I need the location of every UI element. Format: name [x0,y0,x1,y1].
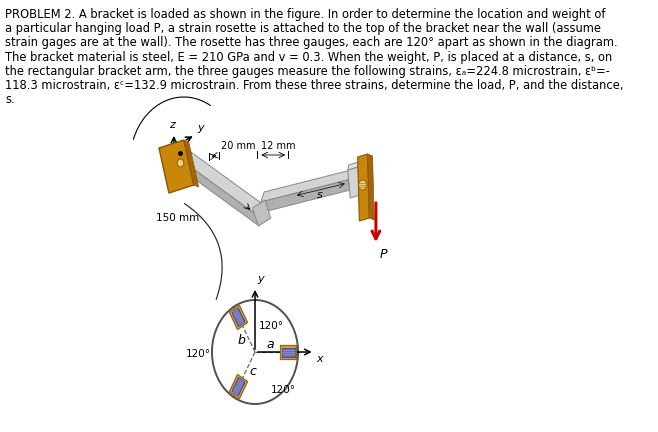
Polygon shape [261,180,350,212]
Polygon shape [253,200,270,226]
Text: a particular hanging load P, a strain rosette is attached to the top of the brac: a particular hanging load P, a strain ro… [5,22,601,35]
Text: c: c [250,365,257,378]
Text: The bracket material is steel, E = 210 GPa and v = 0.3. When the weight, P, is p: The bracket material is steel, E = 210 G… [5,51,612,64]
Polygon shape [184,151,263,215]
Text: y: y [197,123,204,133]
Text: the rectangular bracket arm, the three gauges measure the following strains, εₐ=: the rectangular bracket arm, the three g… [5,65,610,78]
Text: strain gages are at the wall). The rosette has three gauges, each are 120° apart: strain gages are at the wall). The roset… [5,36,618,49]
Text: b: b [238,334,245,347]
Text: PROBLEM 2. A bracket is loaded as shown in the figure. In order to determine the: PROBLEM 2. A bracket is loaded as shown … [5,8,605,21]
Polygon shape [347,167,360,198]
Text: 20 mm: 20 mm [221,141,255,151]
Text: s.: s. [5,93,14,106]
Polygon shape [347,162,359,170]
Text: x: x [316,354,323,364]
Text: y: y [257,274,264,284]
Text: 120°: 120° [270,385,295,395]
Text: 120°: 120° [186,349,211,359]
Polygon shape [368,154,374,220]
Text: s: s [317,190,323,200]
Polygon shape [159,140,193,193]
Polygon shape [261,170,351,202]
Polygon shape [232,308,245,327]
Text: 120°: 120° [259,321,284,331]
Text: P: P [380,248,388,261]
FancyArrowPatch shape [184,203,222,299]
Text: a: a [266,337,274,350]
Text: 12 mm: 12 mm [261,141,295,151]
Text: 118.3 microstrain, εᶜ=132.9 microstrain. From these three strains, determine the: 118.3 microstrain, εᶜ=132.9 microstrain.… [5,79,624,92]
Polygon shape [229,305,247,330]
Polygon shape [229,375,247,399]
Text: 150 mm: 150 mm [156,213,199,223]
Text: z: z [169,120,175,130]
Polygon shape [282,347,295,356]
Polygon shape [184,140,199,187]
Polygon shape [358,154,369,221]
Polygon shape [184,162,259,226]
Circle shape [177,159,184,167]
Polygon shape [232,378,245,396]
Circle shape [359,180,367,190]
Text: x: x [182,156,188,165]
Polygon shape [280,345,296,359]
